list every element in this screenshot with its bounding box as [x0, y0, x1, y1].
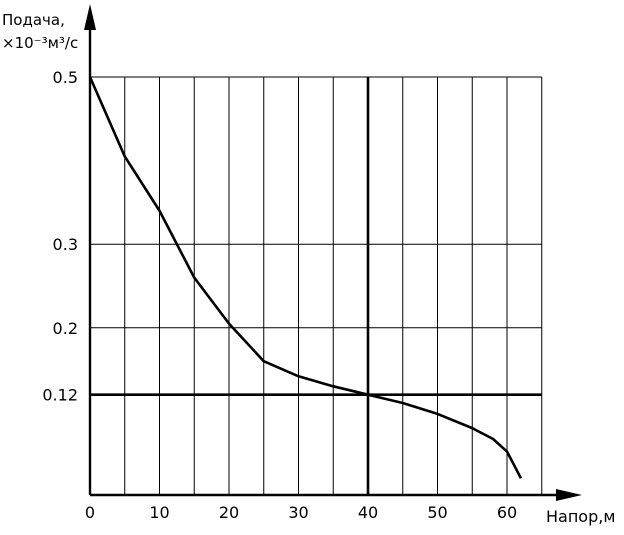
- x-tick-label: 30: [288, 503, 308, 522]
- x-tick-label: 50: [427, 503, 447, 522]
- y-tick-label: 0.5: [53, 68, 78, 87]
- y-axis-arrow: [84, 4, 96, 30]
- x-axis-label: Напор,м: [546, 507, 615, 526]
- y-tick-label: 0.12: [42, 386, 78, 405]
- reference-lines: [90, 77, 542, 495]
- axes: [84, 4, 582, 501]
- y-tick-label: 0.2: [53, 319, 78, 338]
- y-axis-label-line1: Подача,: [2, 11, 65, 29]
- y-axis-label-line2: ×10⁻³м³/с: [2, 34, 78, 52]
- series-line-0: [88, 76, 523, 479]
- tick-labels: 0 10 20 30 40 50 60 0.5 0.3 0.2 0.12: [42, 68, 517, 522]
- x-axis-arrow: [556, 489, 582, 501]
- y-tick-label: 0.3: [53, 235, 78, 254]
- grid: [90, 76, 543, 495]
- x-tick-label: 20: [219, 503, 239, 522]
- x-tick-label: 40: [358, 503, 378, 522]
- x-tick-label: 0: [85, 503, 95, 522]
- x-tick-label: 60: [497, 503, 517, 522]
- series: [88, 76, 523, 479]
- x-tick-label: 10: [149, 503, 169, 522]
